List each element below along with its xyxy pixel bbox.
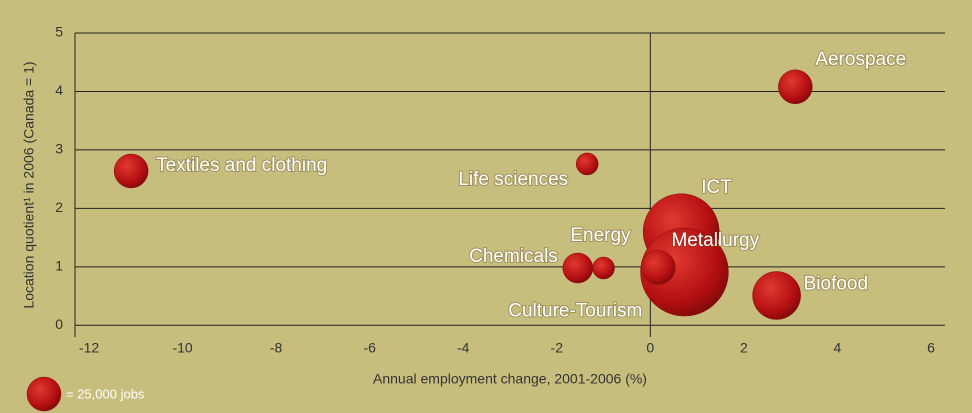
y-tick-label: 1 — [55, 258, 63, 274]
point-label: Culture-Tourism — [508, 300, 642, 321]
x-tick-label: -6 — [363, 340, 376, 356]
point-label: Textiles and clothing — [156, 155, 327, 176]
x-tick-label: -12 — [79, 340, 99, 356]
y-tick-label: 3 — [55, 141, 63, 157]
x-tick-label: -4 — [457, 340, 470, 356]
y-tick-label: 4 — [55, 82, 63, 98]
point-label: Life sciences — [458, 169, 568, 190]
bubble — [641, 250, 676, 285]
y-axis-title: Location quotient¹ in 2006 (Canada = 1) — [21, 61, 37, 308]
x-tick-label: 2 — [740, 340, 748, 356]
point-label: Chemicals — [469, 246, 558, 267]
bubble — [592, 256, 615, 280]
y-tick-label: 5 — [55, 24, 63, 40]
point-label: Biofood — [804, 274, 868, 295]
bubble — [640, 227, 729, 317]
bubble — [752, 271, 801, 320]
x-axis-title: Annual employment change, 2001-2006 (%) — [373, 371, 647, 387]
x-tick-label: 4 — [834, 340, 842, 356]
x-tick-label: -8 — [270, 340, 283, 356]
point-label: Aerospace — [815, 49, 906, 70]
y-tick-label: 0 — [55, 316, 63, 332]
bubble — [113, 153, 149, 189]
bubble — [778, 69, 813, 105]
point-label: ICT — [701, 177, 732, 198]
x-tick-label: -10 — [172, 340, 192, 356]
legend-label: = 25,000 jobs — [66, 386, 145, 401]
x-tick-label: 0 — [646, 340, 654, 356]
x-tick-label: 6 — [927, 340, 935, 356]
bubble — [562, 252, 594, 284]
bubble — [575, 152, 599, 176]
point-label: Energy — [570, 225, 631, 246]
legend-bubble — [26, 376, 62, 412]
y-tick-label: 2 — [55, 199, 63, 215]
x-tick-label: -2 — [551, 340, 564, 356]
point-label: Metallurgy — [671, 230, 759, 251]
